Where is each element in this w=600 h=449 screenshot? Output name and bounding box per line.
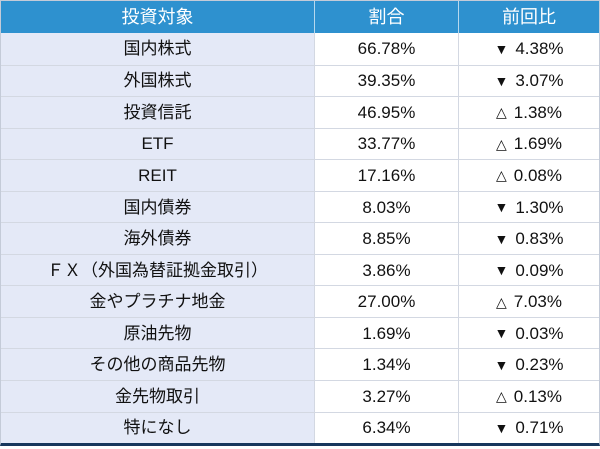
ratio-cell: 1.34% xyxy=(314,349,458,381)
ratio-cell: 17.16% xyxy=(314,160,458,191)
change-cell: ▼ 0.23% xyxy=(458,349,599,381)
triangle-up-icon: △ xyxy=(496,293,507,310)
change-value: 0.09% xyxy=(515,260,564,280)
target-cell: 国内債券 xyxy=(1,191,314,223)
change-value: 0.83% xyxy=(515,229,564,249)
target-cell: 国内株式 xyxy=(1,33,314,65)
change-cell: ▼ 3.07% xyxy=(458,65,599,97)
table-row: その他の商品先物 1.34% ▼ 0.23% xyxy=(1,348,599,381)
change-value: 1.30% xyxy=(515,197,564,217)
change-cell: △ 7.03% xyxy=(458,286,599,317)
ratio-cell: 33.77% xyxy=(314,128,458,160)
triangle-down-icon: ▼ xyxy=(494,230,509,247)
ratio-cell: 6.34% xyxy=(314,412,458,444)
column-header-target: 投資対象 xyxy=(121,7,194,27)
target-cell: ETF xyxy=(1,128,314,160)
ratio-cell: 66.78% xyxy=(314,33,458,65)
column-header-ratio: 割合 xyxy=(314,1,458,33)
target-cell: 金先物取引 xyxy=(1,381,314,412)
table-row: ＦＸ（外国為替証拠金取引） 3.86% ▼ 0.09% xyxy=(1,253,599,286)
change-value: 0.71% xyxy=(515,418,564,438)
ratio-cell: 27.00% xyxy=(314,286,458,317)
table-header-row: 投資対象 割合 前回比 xyxy=(1,1,599,33)
change-value: 4.38% xyxy=(515,39,564,59)
change-cell: △ 0.08% xyxy=(458,160,599,191)
table-row: 国内債券 8.03% ▼ 1.30% xyxy=(1,190,599,223)
table-row: REIT 17.16% △ 0.08% xyxy=(1,159,599,191)
change-cell: ▼ 4.38% xyxy=(458,33,599,65)
change-value: 1.38% xyxy=(513,102,562,122)
change-cell: ▼ 0.09% xyxy=(458,254,599,286)
table-body: 国内株式 66.78% ▼ 4.38% 外国株式 39.35% ▼ 3.07% … xyxy=(1,33,599,444)
target-cell: ＦＸ（外国為替証拠金取引） xyxy=(1,254,314,286)
table-row: 特になし 6.34% ▼ 0.71% xyxy=(1,411,599,444)
ratio-cell: 3.27% xyxy=(314,381,458,412)
target-cell: 金やプラチナ地金 xyxy=(1,286,314,317)
target-cell: その他の商品先物 xyxy=(1,349,314,381)
target-cell: REIT xyxy=(1,160,314,191)
target-cell: 海外債券 xyxy=(1,223,314,254)
triangle-down-icon: ▼ xyxy=(494,199,509,215)
change-cell: △ 1.69% xyxy=(458,128,599,160)
change-value: 0.23% xyxy=(515,355,564,375)
table-row: 金やプラチナ地金 27.00% △ 7.03% xyxy=(1,285,599,317)
triangle-down-icon: ▼ xyxy=(494,72,509,89)
change-cell: ▼ 0.71% xyxy=(458,412,599,444)
triangle-down-icon: ▼ xyxy=(494,262,509,279)
target-cell: 外国株式 xyxy=(1,65,314,97)
ratio-cell: 46.95% xyxy=(314,97,458,128)
change-value: 7.03% xyxy=(513,292,562,312)
target-cell: 投資信託 xyxy=(1,97,314,128)
ratio-cell: 1.69% xyxy=(314,317,458,349)
change-cell: ▼ 1.30% xyxy=(458,191,599,223)
table-row: 原油先物 1.69% ▼ 0.03% xyxy=(1,316,599,349)
triangle-down-icon: ▼ xyxy=(494,419,509,436)
change-value: 1.69% xyxy=(513,134,562,154)
triangle-up-icon: △ xyxy=(496,104,507,121)
change-cell: △ 0.13% xyxy=(458,381,599,412)
change-cell: △ 1.38% xyxy=(458,97,599,128)
triangle-down-icon: ▼ xyxy=(494,356,509,373)
ratio-cell: 8.85% xyxy=(314,223,458,254)
change-cell: ▼ 0.03% xyxy=(458,317,599,349)
target-cell: 原油先物 xyxy=(1,317,314,349)
table-row: ETF 33.77% △ 1.69% xyxy=(1,127,599,160)
ratio-cell: 3.86% xyxy=(314,254,458,286)
triangle-up-icon: △ xyxy=(496,388,507,405)
ratio-cell: 8.03% xyxy=(314,191,458,223)
triangle-up-icon: △ xyxy=(496,135,507,152)
table-row: 投資信託 46.95% △ 1.38% xyxy=(1,96,599,128)
triangle-up-icon: △ xyxy=(496,167,507,184)
table-row: 海外債券 8.85% ▼ 0.83% xyxy=(1,222,599,254)
change-value: 0.13% xyxy=(513,386,562,406)
table-row: 金先物取引 3.27% △ 0.13% xyxy=(1,380,599,412)
table-row: 外国株式 39.35% ▼ 3.07% xyxy=(1,64,599,97)
table-row: 国内株式 66.78% ▼ 4.38% xyxy=(1,33,599,65)
ratio-cell: 39.35% xyxy=(314,65,458,97)
change-cell: ▼ 0.83% xyxy=(458,223,599,254)
target-cell: 特になし xyxy=(1,412,314,444)
triangle-down-icon: ▼ xyxy=(494,40,509,57)
triangle-down-icon: ▼ xyxy=(494,325,509,342)
change-value: 0.03% xyxy=(515,323,564,343)
change-value: 0.08% xyxy=(513,165,562,185)
change-value: 3.07% xyxy=(515,71,564,91)
column-header-change: 前回比 xyxy=(458,1,599,33)
